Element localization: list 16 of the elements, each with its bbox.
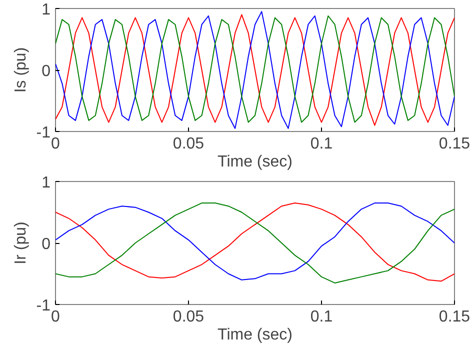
y-tick-label: 0 bbox=[42, 63, 51, 80]
y-axis-title: Is (pu) bbox=[12, 47, 30, 93]
x-tick-label: 0.1 bbox=[310, 308, 333, 326]
x-tick-label: 0.15 bbox=[438, 136, 470, 152]
y-tick-label: 1 bbox=[42, 2, 51, 18]
x-tick-label: 0.15 bbox=[438, 308, 470, 326]
y-tick-label: -1 bbox=[36, 298, 51, 314]
x-tick-label: 0.1 bbox=[310, 136, 333, 152]
x-axis-title: Time (sec) bbox=[218, 154, 292, 170]
x-tick-label: 0.05 bbox=[172, 136, 204, 152]
y-tick-label: 0 bbox=[42, 236, 51, 253]
y-tick-label: -1 bbox=[36, 124, 51, 142]
y-axis-title: Ir (pu) bbox=[12, 222, 30, 264]
y-tick-label: 1 bbox=[42, 174, 51, 192]
x-axis-title: Time (sec) bbox=[218, 326, 292, 344]
x-tick-label: 0.05 bbox=[172, 308, 204, 326]
